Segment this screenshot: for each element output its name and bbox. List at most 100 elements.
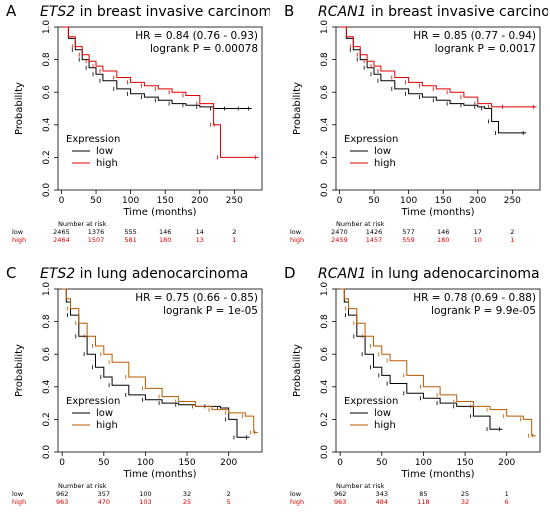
- km-panel-c: C ETS2 in lung adenocarcinoma 0.0 0.2 0.4 0.6…: [0, 262, 270, 517]
- plot-frame: [57, 288, 263, 453]
- y-tick-label: 0.8: [320, 52, 330, 67]
- x-tick-label: 50: [376, 458, 388, 468]
- risk-count: 32: [461, 498, 469, 506]
- risk-row-label: low: [12, 490, 24, 498]
- logrank-p-text: logrank P = 0.00078: [150, 43, 258, 55]
- x-axis-label: Time (months): [400, 469, 474, 480]
- y-tick-label: 0.8: [42, 314, 52, 329]
- risk-count: 25: [183, 498, 191, 506]
- risk-count: 963: [56, 498, 68, 506]
- plot-frame: [57, 26, 263, 191]
- title-rest: in breast invasive carcinoma: [366, 4, 548, 20]
- risk-count: 581: [124, 236, 136, 244]
- x-tick-label: 0: [337, 196, 343, 206]
- logrank-p-text: logrank P = 9.9e-05: [431, 305, 536, 317]
- risk-count: 2464: [53, 236, 70, 244]
- risk-count: 1: [505, 490, 509, 498]
- y-tick-label: 0.6: [320, 85, 330, 100]
- risk-count: 103: [139, 498, 151, 506]
- risk-count: 470: [98, 498, 110, 506]
- y-tick-label: 0.4: [320, 379, 330, 394]
- risk-table-header: Number at risk: [58, 482, 107, 490]
- y-tick-label: 0.6: [42, 347, 52, 362]
- risk-count: 2: [232, 228, 236, 236]
- y-tick-label: 0.4: [42, 117, 52, 132]
- x-tick-label: 150: [456, 458, 473, 468]
- risk-count: 25: [461, 490, 469, 498]
- legend-label-high: high: [374, 420, 396, 431]
- risk-row-label: low: [12, 228, 24, 236]
- y-tick-label: 0.2: [320, 412, 330, 426]
- title-gene: ETS2: [40, 266, 75, 282]
- x-tick-label: 100: [400, 196, 417, 206]
- hazard-ratio-text: HR = 0.78 (0.69 - 0.88): [413, 292, 536, 304]
- risk-count: 555: [124, 228, 136, 236]
- risk-count: 2459: [331, 236, 348, 244]
- panel-letter: A: [6, 2, 17, 20]
- x-tick-label: 200: [191, 196, 208, 206]
- legend-label-high: high: [374, 158, 396, 169]
- y-tick-label: 0.8: [320, 314, 330, 329]
- risk-count: 118: [417, 498, 429, 506]
- title-gene: ETS2: [40, 4, 75, 20]
- survival-curve-high: [339, 26, 537, 108]
- y-axis-label: Probability: [14, 344, 25, 397]
- logrank-p-text: logrank P = 0.0017: [435, 43, 536, 55]
- x-tick-label: 50: [368, 196, 380, 206]
- risk-count: 2465: [53, 228, 70, 236]
- y-tick-label: 0.2: [42, 150, 52, 164]
- risk-count: 2470: [331, 228, 348, 236]
- y-tick-label: 0.0: [320, 445, 330, 460]
- risk-count: 6: [505, 498, 509, 506]
- risk-row-label: high: [12, 498, 26, 506]
- risk-count: 5: [227, 498, 231, 506]
- risk-count: 1: [232, 236, 236, 244]
- title-rest: in lung adenocarcinoma: [366, 266, 539, 282]
- risk-count: 962: [334, 490, 346, 498]
- risk-count: 17: [474, 228, 482, 236]
- legend-label-low: low: [374, 146, 391, 157]
- title-rest: in breast invasive carcinoma: [75, 4, 270, 20]
- x-tick-label: 150: [435, 196, 452, 206]
- km-plot-svg: D RCAN1 in lung adenocarcinoma 0.0 0.2 0.4 0.…: [284, 264, 541, 506]
- y-axis-label: Probability: [292, 344, 303, 397]
- legend-title: Expression: [66, 134, 120, 145]
- legend-label-low: low: [96, 408, 113, 419]
- hazard-ratio-text: HR = 0.75 (0.66 - 0.85): [135, 292, 258, 304]
- km-panel-a: A ETS2 in breast invasive carcinoma 0.0 0.2…: [0, 0, 270, 255]
- logrank-p-text: logrank P = 1e-05: [163, 305, 258, 317]
- survival-curve-high: [340, 288, 536, 437]
- x-tick-label: 200: [469, 196, 486, 206]
- x-tick-label: 50: [90, 196, 102, 206]
- x-tick-label: 50: [98, 458, 110, 468]
- plot-frame: [335, 288, 541, 453]
- x-tick-label: 0: [337, 458, 343, 468]
- legend-label-low: low: [96, 146, 113, 157]
- hazard-ratio-text: HR = 0.85 (0.77 - 0.94): [413, 30, 536, 42]
- x-tick-label: 200: [220, 458, 237, 468]
- risk-row-label: low: [290, 490, 302, 498]
- km-panel-d: D RCAN1 in lung adenocarcinoma 0.0 0.2 0.4 0.…: [278, 262, 548, 517]
- risk-count: 85: [419, 490, 427, 498]
- x-tick-label: 0: [59, 196, 65, 206]
- risk-count: 1: [510, 236, 514, 244]
- title-gene: RCAN1: [318, 4, 366, 20]
- legend-label-high: high: [96, 158, 118, 169]
- y-tick-label: 1.0: [320, 282, 330, 297]
- panel-letter: D: [284, 264, 296, 282]
- km-plot-svg: B RCAN1 in breast invasive carcinoma 0.0 0.…: [284, 2, 548, 244]
- legend-label-high: high: [96, 420, 118, 431]
- risk-count: 10: [474, 236, 482, 244]
- risk-count: 180: [159, 236, 171, 244]
- risk-count: 962: [56, 490, 68, 498]
- y-tick-label: 0.6: [42, 85, 52, 100]
- risk-table-header: Number at risk: [336, 482, 385, 490]
- legend-title: Expression: [344, 396, 398, 407]
- x-tick-label: 150: [178, 458, 195, 468]
- risk-count: 146: [437, 228, 449, 236]
- y-tick-label: 0.0: [320, 183, 330, 198]
- x-tick-label: 100: [137, 458, 154, 468]
- x-axis-label: Time (months): [122, 207, 196, 218]
- x-tick-label: 200: [498, 458, 515, 468]
- risk-count: 1426: [366, 228, 383, 236]
